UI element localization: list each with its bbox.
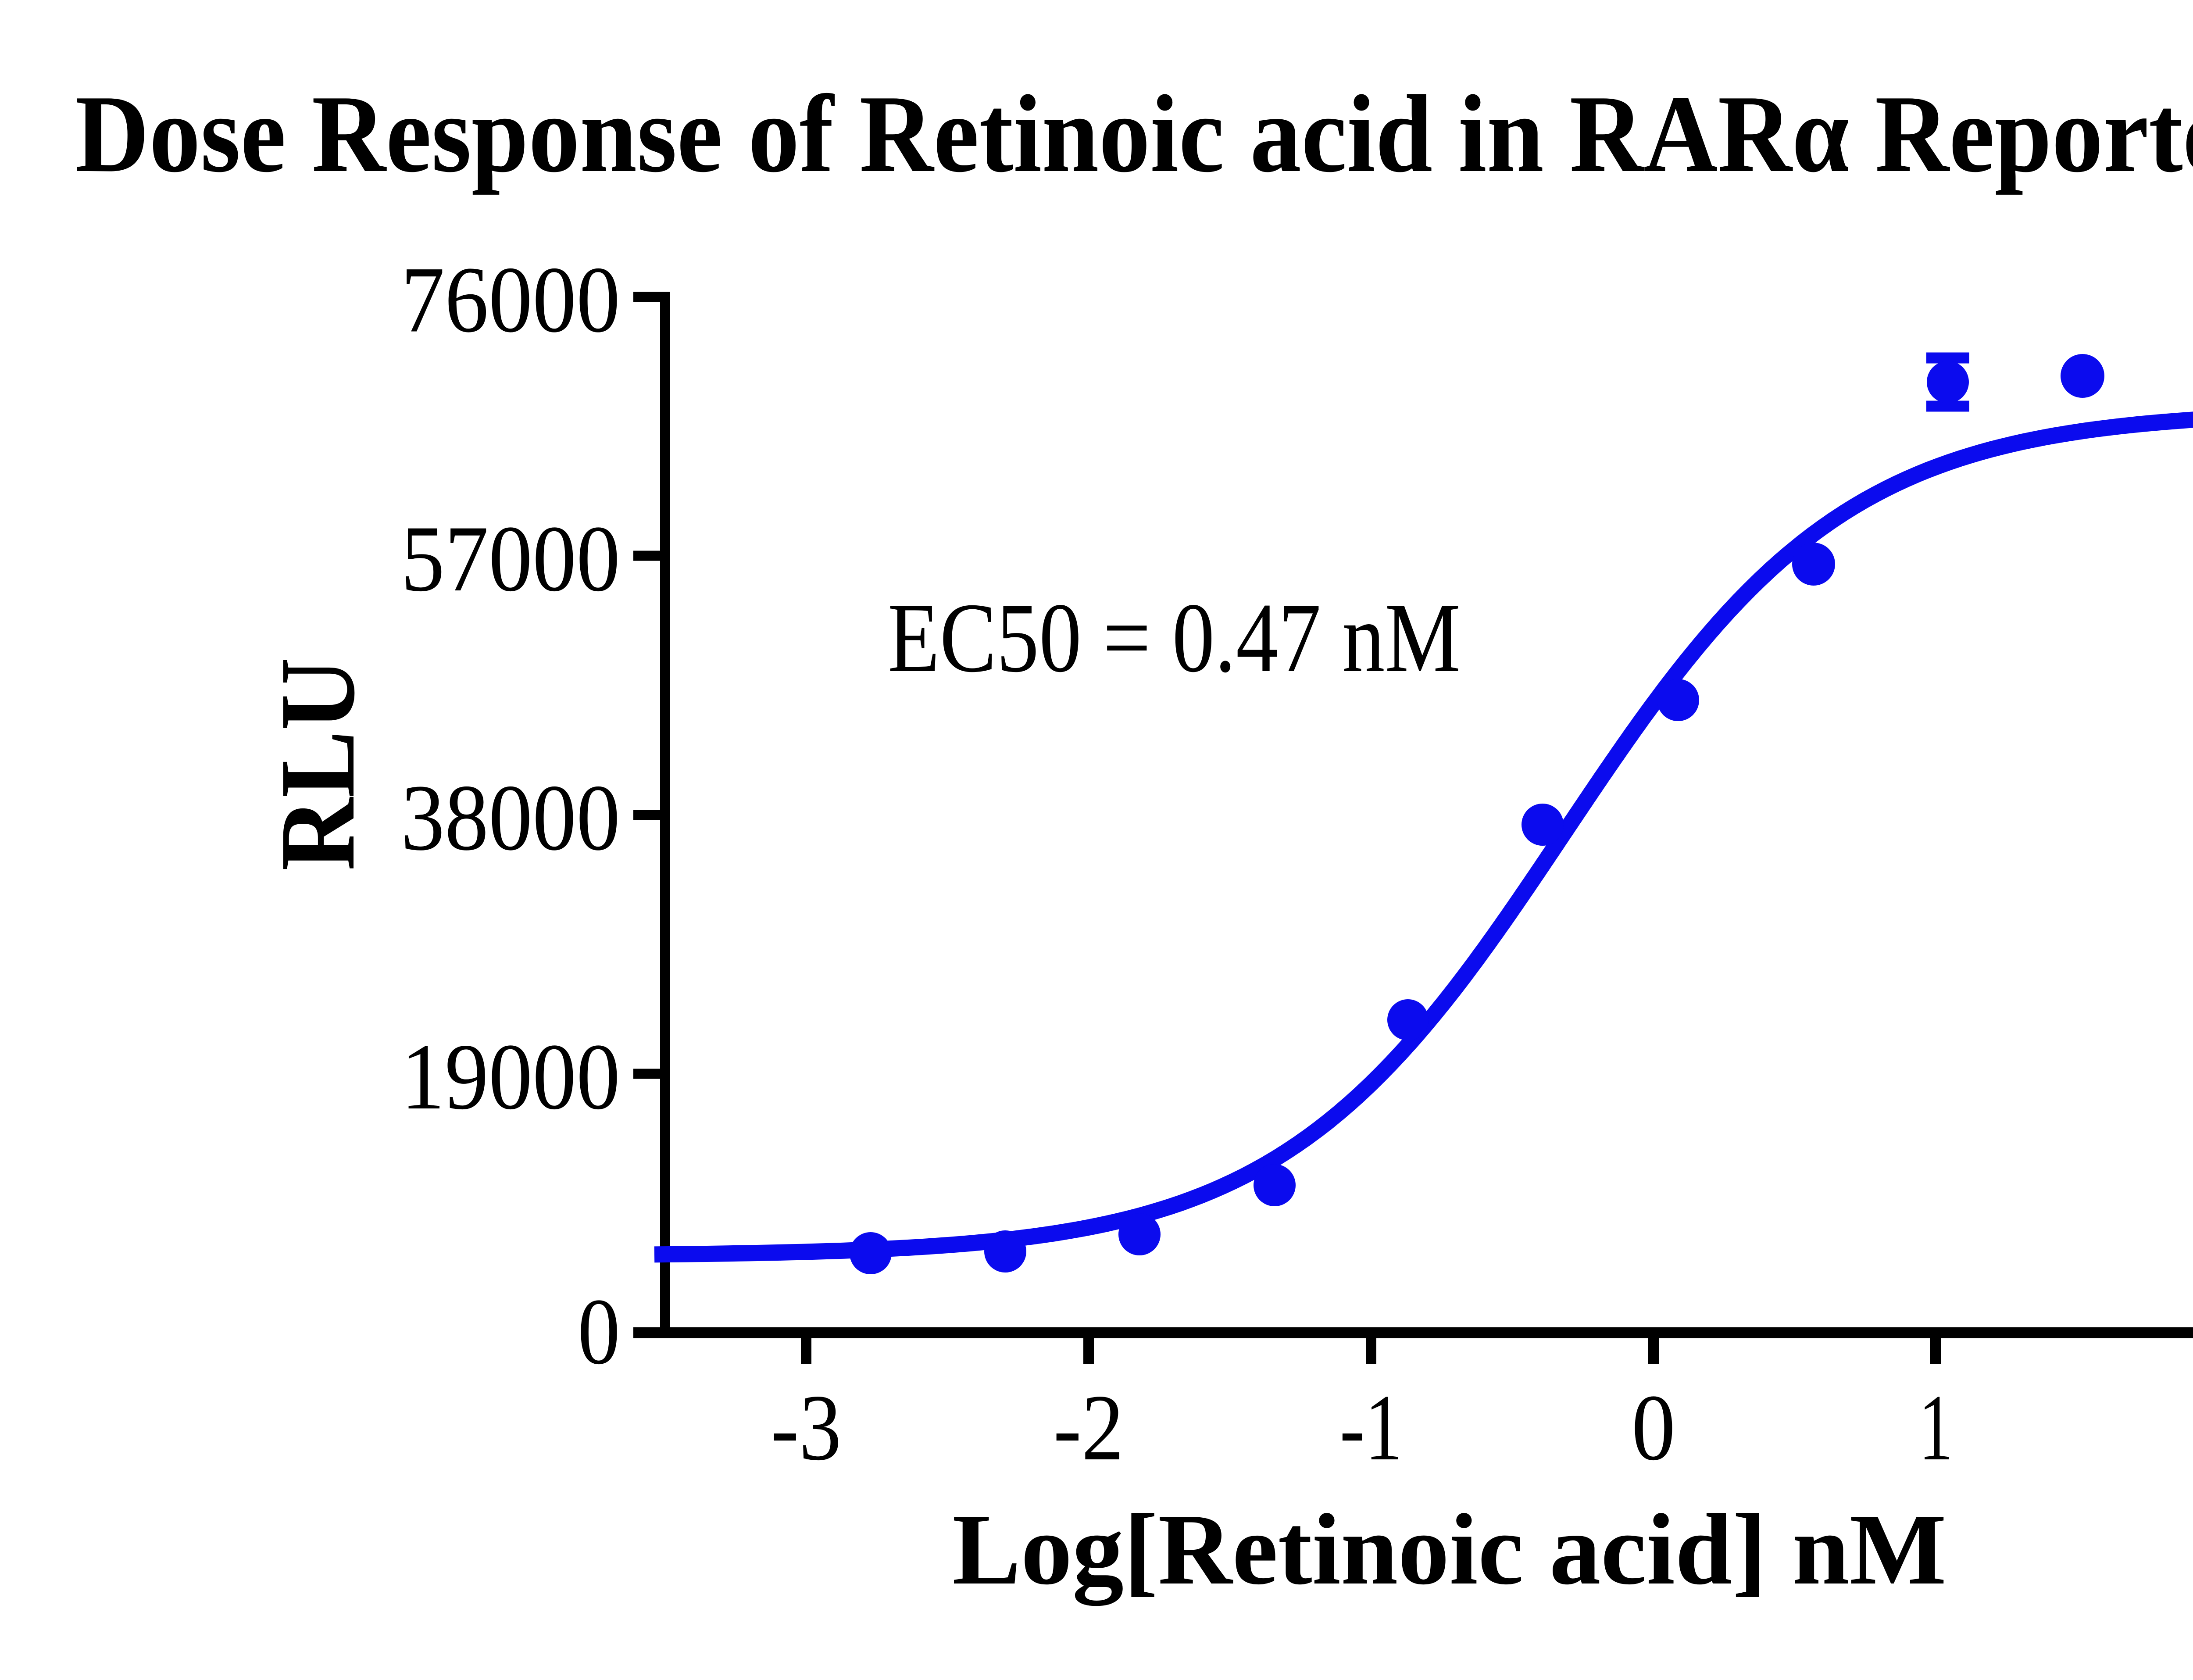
svg-text:0: 0 [1632, 1375, 1675, 1480]
svg-text:EC50 = 0.47 nM: EC50 = 0.47 nM [888, 583, 1461, 693]
svg-text:0: 0 [578, 1279, 620, 1384]
svg-text:Log[Retinoic acid] nM: Log[Retinoic acid] nM [952, 1493, 1947, 1606]
svg-text:-1: -1 [1340, 1375, 1403, 1480]
svg-text:1: 1 [1919, 1375, 1953, 1480]
svg-text:38000: 38000 [401, 765, 620, 870]
svg-text:57000: 57000 [401, 506, 620, 611]
svg-text:RLU: RLU [258, 658, 377, 871]
svg-text:76000: 76000 [401, 247, 620, 352]
svg-text:19000: 19000 [401, 1024, 620, 1129]
svg-text:-3: -3 [771, 1375, 842, 1480]
svg-text:-2: -2 [1054, 1375, 1124, 1480]
svg-text:Dose Response of Retinoic acid: Dose Response of Retinoic acid in RARα R… [75, 72, 2193, 195]
